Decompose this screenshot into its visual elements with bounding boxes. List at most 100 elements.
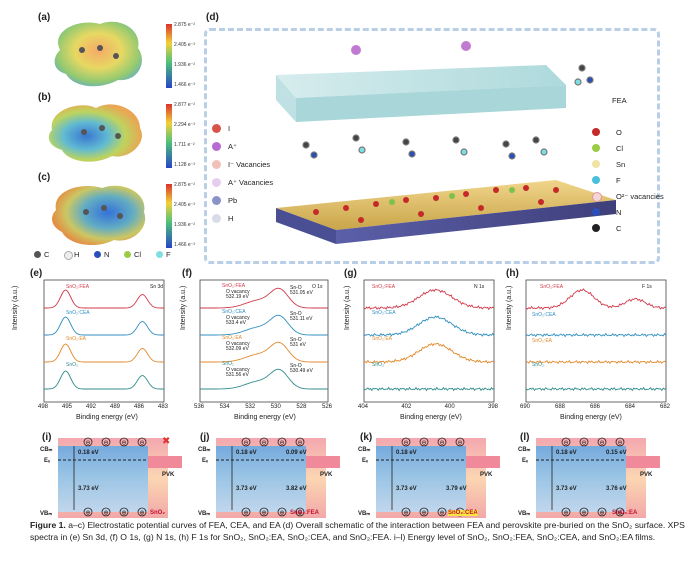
atom-legend-h: H [74, 250, 80, 259]
sn-dot-icon [592, 160, 600, 168]
c-dot-icon [592, 224, 600, 232]
j-pvk: PVK [320, 472, 333, 478]
h-label-cea: SnO₂:CEA [532, 312, 556, 318]
svg-text:⊕: ⊕ [403, 511, 408, 517]
xps-tick: 492 [86, 404, 97, 410]
f-ann-cea-vac: O vacancy 533.4 eV [226, 315, 250, 326]
k-ef: Eₑ [362, 458, 369, 464]
esp-scale-b-1: 2.294 e⁻² [174, 122, 195, 128]
electron-row-j [241, 437, 305, 447]
legend-cl: Cl [616, 144, 624, 153]
j-d4: 3.82 eV [286, 486, 307, 492]
xps-tick: 690 [520, 404, 531, 410]
svg-text:⊕: ⊕ [421, 511, 426, 517]
perovskite-slab [276, 65, 566, 98]
h-xlabel: Binding energy (eV) [560, 414, 622, 421]
svg-text:⊕: ⊕ [279, 511, 284, 517]
xps-curve-2-2 [363, 342, 495, 365]
xps-tick: 489 [110, 404, 121, 410]
esp-scale-a-0: 2.875 e⁻² [174, 22, 195, 28]
n-dot-icon [592, 208, 600, 216]
esp-scale-c-3: 1.466 e⁻² [174, 242, 195, 248]
panel-label-k: (k) [360, 432, 373, 443]
atom-legend-c: C [44, 250, 50, 259]
svg-text:⊕: ⊕ [85, 511, 90, 517]
xps-curve-3-1 [525, 332, 667, 338]
j-cb: CBₘ [198, 447, 211, 453]
schematic-illustration [276, 41, 616, 244]
panel-label-c: (c) [38, 172, 51, 183]
xps-tick: 530 [270, 404, 281, 410]
xps-curve-3-3 [525, 386, 667, 392]
hole-row-k [401, 507, 465, 517]
fluorine-dot-icon [156, 251, 163, 258]
atom-legend: C H N Cl F [34, 250, 204, 260]
xps-curve-3-0 [525, 288, 667, 311]
f-ann-sno2-sno: Sn-O 530.49 eV [290, 363, 313, 374]
f-label-ea: SnO₂:EA [222, 335, 243, 341]
xps-curve-1-0 [200, 287, 328, 309]
panel-label-f: (f) [182, 268, 192, 279]
legend-o-vacancies: O²⁻ vacancies [616, 192, 664, 201]
svg-text:⊖: ⊖ [457, 441, 462, 447]
legend-i: I [228, 124, 231, 133]
substrate [336, 200, 616, 244]
legend-h: H [228, 214, 234, 223]
esp-surface-a [54, 21, 142, 87]
k-d2: 3.73 eV [396, 486, 417, 492]
energy-diagrams: ⊖⊖⊖⊖ ⊕⊕⊕⊕ ⊖⊖⊖⊖ ⊕⊕⊕⊕ ⊖⊖⊖⊖ ⊕⊕⊕⊕ ⊖⊖⊖⊖ ⊕⊕⊕⊕ … [58, 436, 660, 518]
fea-label: FEA [612, 96, 627, 105]
f-ann-ea-vac: O vacancy 532.09 eV [226, 341, 250, 352]
i-pvk: PVK [162, 472, 175, 478]
svg-text:⊕: ⊕ [439, 511, 444, 517]
colorbar-c [166, 184, 172, 248]
xps-tick: 536 [194, 404, 205, 410]
xps-tick: 528 [296, 404, 307, 410]
svg-text:⊖: ⊖ [439, 441, 444, 447]
i-ef: Eₑ [44, 458, 51, 464]
f-label-cea: SnO₂:CEA [222, 309, 246, 315]
caption-head: Figure 1. [30, 520, 66, 530]
e-ylabel: Intensity (a.u.) [12, 285, 19, 330]
legend-sn: Sn [616, 160, 626, 169]
svg-text:⊖: ⊖ [297, 441, 302, 447]
i-d1: 0.18 eV [78, 450, 99, 456]
oxygen-dot-icon [592, 128, 600, 136]
f-label-sno2: SnO₂ [222, 361, 234, 367]
esp-scale-a-1: 2.405 e⁻² [174, 42, 195, 48]
panel-label-a: (a) [38, 12, 51, 23]
xps-tick: 684 [625, 404, 636, 410]
k-vb: VBₘ [358, 511, 371, 517]
xps-curve-0-1 [44, 316, 164, 336]
energy-diagram-l [536, 438, 660, 518]
carbon-dot-icon [34, 251, 41, 258]
xps-tick: 398 [488, 404, 499, 410]
xps-frame-3 [525, 279, 667, 403]
svg-text:⊕: ⊕ [563, 511, 568, 517]
hole-row-i [83, 507, 147, 517]
schematic-frame [204, 28, 660, 264]
legend-o: O [616, 128, 622, 137]
k-pvk: PVK [480, 472, 493, 478]
cl-dot-icon [592, 144, 600, 152]
f-ylabel: Intensity (a.u.) [180, 285, 187, 330]
j-vb: VBₘ [198, 511, 211, 517]
svg-text:⊕: ⊕ [617, 511, 622, 517]
l-d4: 3.76 eV [606, 486, 627, 492]
g-element: N 1s [474, 284, 485, 290]
i-name: SnO₂ [150, 510, 165, 516]
xps-tick: 688 [555, 404, 566, 410]
xps-curve-0-3 [44, 370, 164, 390]
g-label-fea: SnO₂:FEA [372, 284, 396, 290]
xps-tick: 495 [62, 404, 73, 410]
l-pvk: PVK [640, 472, 653, 478]
svg-text:⊖: ⊖ [421, 441, 426, 447]
xps-frame-0 [43, 279, 165, 403]
svg-text:⊖: ⊖ [617, 441, 622, 447]
svg-text:⊖: ⊖ [243, 441, 248, 447]
xps-curve-1-3 [200, 368, 328, 390]
svg-text:⊕: ⊕ [297, 511, 302, 517]
l-vb: VBₘ [518, 511, 531, 517]
xps-tick: 486 [134, 404, 145, 410]
electron-row-l [561, 437, 625, 447]
